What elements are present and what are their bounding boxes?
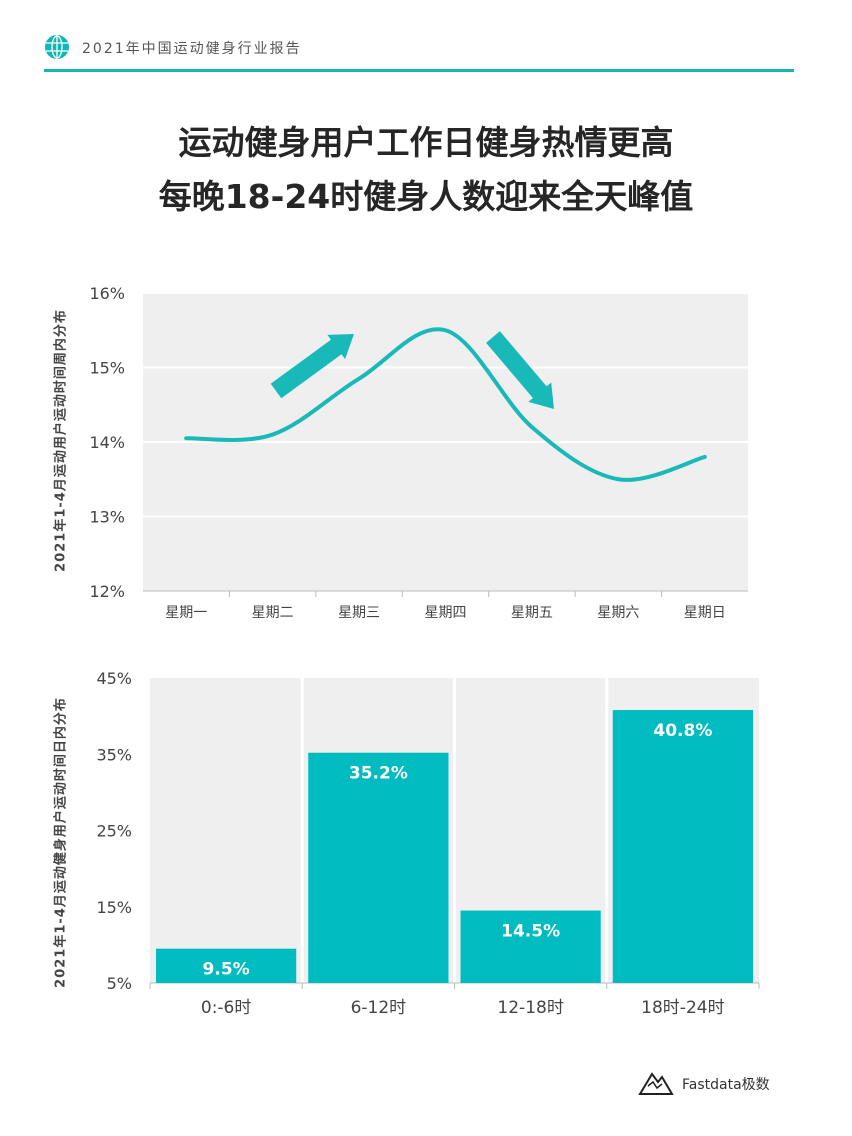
bar (612, 710, 753, 983)
logo-text: Fastdata极数 (682, 1077, 770, 1093)
fastdata-logo: Fastdata极数 (638, 1068, 770, 1098)
page-title: 运动健身用户工作日健身热情更高 每晚18-24时健身人数迎来全天峰值 (0, 116, 852, 224)
x-tick-label: 18时-24时 (641, 998, 724, 1018)
bar (460, 910, 601, 983)
data-label: 35.2% (349, 764, 408, 784)
report-title: 2021年中国运动健身行业报告 (82, 41, 302, 57)
y-tick-label: 5% (107, 974, 132, 993)
arrow-up-icon (270, 334, 355, 399)
x-tick-label: 星期四 (425, 605, 467, 621)
x-tick-label: 12-18时 (497, 998, 563, 1018)
y-tick-label: 14% (89, 433, 125, 452)
x-tick-label: 0:-6时 (201, 998, 252, 1018)
x-tick-label: 星期三 (338, 605, 380, 621)
weekly-line-chart: 12% 13% 14% 15% 16% 星期一 星期二 星期三 星期四 星期五 星期六 星期日 (89, 284, 748, 621)
title-line-2: 每晚18-24时健身人数迎来全天峰值 (158, 177, 694, 216)
data-label: 14.5% (501, 922, 560, 942)
x-tick-label: 星期五 (511, 605, 553, 621)
report-header: 2021年中国运动健身行业报告 (44, 34, 794, 74)
arrow-down-icon-shape (486, 331, 554, 410)
title-line-1: 运动健身用户工作日健身热情更高 (178, 123, 674, 162)
mountain-logo-icon (638, 1072, 674, 1095)
y-tick-label: 25% (96, 822, 132, 841)
y-tick-label: 15% (89, 359, 125, 378)
y-tick-label: 12% (89, 582, 125, 601)
y-tick-label: 35% (96, 745, 132, 764)
y-tick-label: 13% (89, 508, 125, 527)
arrow-down-icon (486, 331, 554, 410)
globe-icon (45, 35, 69, 59)
x-tick-label: 星期日 (684, 605, 726, 621)
x-tick-label: 6-12时 (351, 998, 407, 1018)
x-tick-label: 星期一 (165, 605, 207, 621)
y-tick-label: 16% (89, 284, 125, 303)
x-tick-label: 星期二 (252, 605, 294, 621)
header-divider (44, 69, 794, 72)
bar (308, 752, 449, 983)
y-tick-label: 15% (96, 898, 132, 917)
y-tick-label: 45% (96, 669, 132, 688)
arrow-up-icon-shape (270, 334, 355, 399)
x-tick-label: 星期六 (597, 605, 639, 621)
bar (156, 948, 297, 983)
data-label: 9.5% (203, 960, 250, 980)
data-label: 40.8% (653, 721, 712, 741)
daily-bar-chart: 5% 15% 25% 35% 45% 9.5% 0:-6时 35.2% 6-12时 14.5% 12… (96, 669, 760, 1018)
